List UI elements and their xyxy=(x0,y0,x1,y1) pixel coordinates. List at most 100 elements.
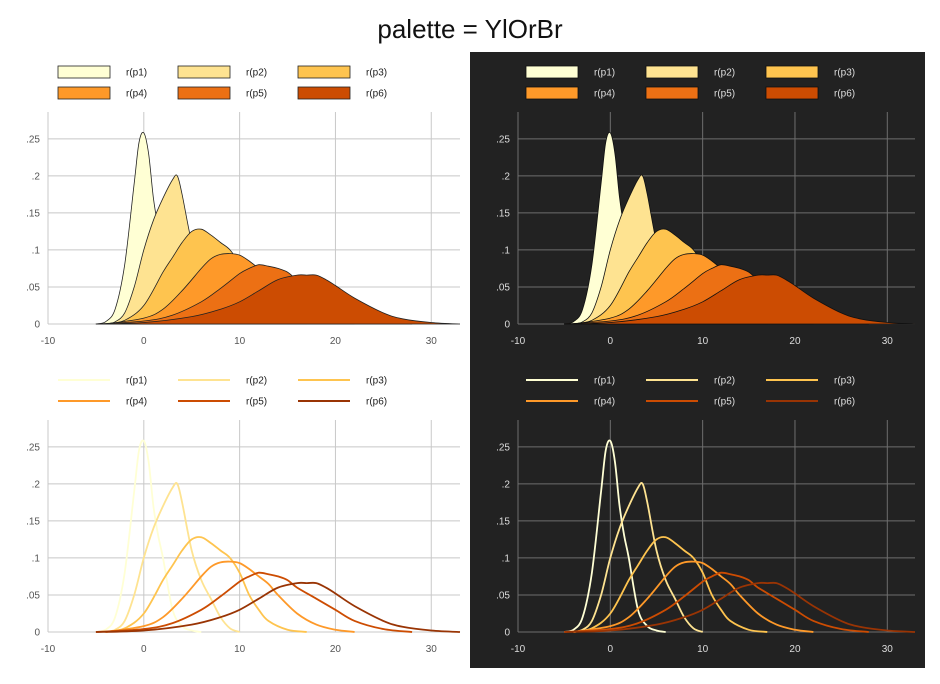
density-line xyxy=(95,439,202,633)
legend-label: r(p5) xyxy=(714,397,735,408)
y-tick-label: 0 xyxy=(504,628,510,639)
y-tick-label: .1 xyxy=(502,553,511,564)
density-line xyxy=(573,482,704,633)
legend-item: r(p5) xyxy=(178,397,267,408)
density-line xyxy=(564,581,916,633)
x-tick-label: -10 xyxy=(41,336,56,347)
y-tick-label: .2 xyxy=(502,479,511,490)
x-tick-label: 10 xyxy=(697,336,709,347)
legend-label: r(p2) xyxy=(714,68,735,79)
legend-label: r(p5) xyxy=(246,89,267,100)
legend-label: r(p3) xyxy=(366,68,387,79)
y-tick-label: .2 xyxy=(502,171,511,182)
x-tick-label: 30 xyxy=(882,644,894,655)
legend-swatch xyxy=(177,86,231,100)
density-line xyxy=(573,560,814,633)
density-line xyxy=(105,560,355,633)
figure-title: palette = YlOrBr xyxy=(377,14,563,44)
density-line xyxy=(564,571,869,633)
x-tick-label: 0 xyxy=(608,644,614,655)
legend-item: r(p2) xyxy=(646,376,735,387)
legend-swatch xyxy=(57,65,111,79)
legend-label: r(p4) xyxy=(594,397,615,408)
x-tick-label: 10 xyxy=(234,644,246,655)
legend-label: r(p3) xyxy=(834,68,855,79)
y-tick-label: .05 xyxy=(496,590,510,601)
legend-item: r(p4) xyxy=(526,397,615,408)
x-tick-label: 30 xyxy=(426,644,438,655)
legend-item: r(p4) xyxy=(525,86,615,100)
y-tick-label: .25 xyxy=(496,442,510,453)
y-tick-label: .05 xyxy=(496,282,510,293)
legend-item: r(p5) xyxy=(645,86,735,100)
y-tick-label: .1 xyxy=(32,245,41,256)
legend-item: r(p6) xyxy=(297,86,387,100)
x-tick-label: 20 xyxy=(330,644,342,655)
x-tick-label: 0 xyxy=(608,336,614,347)
legend-item: r(p1) xyxy=(525,65,615,79)
legend-label: r(p5) xyxy=(714,89,735,100)
y-tick-label: .2 xyxy=(32,171,41,182)
legend-item: r(p5) xyxy=(646,397,735,408)
legend-label: r(p6) xyxy=(366,89,387,100)
legend-label: r(p3) xyxy=(366,376,387,387)
legend-swatch xyxy=(645,86,699,100)
legend-label: r(p6) xyxy=(834,89,855,100)
legend-label: r(p1) xyxy=(594,376,615,387)
legend-label: r(p1) xyxy=(594,68,615,79)
panel-background xyxy=(470,360,925,668)
legend-item: r(p1) xyxy=(58,376,147,387)
x-tick-label: 0 xyxy=(141,644,147,655)
y-tick-label: .2 xyxy=(32,479,41,490)
chart-svg: r(p1) r(p2) r(p3) r(p4) r(p5) r(p6) 0 .05 .1 .15.… xyxy=(470,360,925,668)
x-tick-label: 30 xyxy=(882,336,894,347)
density-line xyxy=(95,571,413,633)
density-line xyxy=(563,439,666,633)
legend-item: r(p1) xyxy=(526,376,615,387)
legend-item: r(p4) xyxy=(57,86,147,100)
legend-label: r(p2) xyxy=(714,376,735,387)
legend-swatch xyxy=(765,65,819,79)
chart-svg: r(p1) r(p2) r(p3) r(p4) r(p5) r(p6) 0 .05 .1 .15.… xyxy=(0,360,470,668)
x-tick-label: 20 xyxy=(789,644,801,655)
legend-label: r(p1) xyxy=(126,68,147,79)
x-tick-label: 0 xyxy=(141,336,147,347)
legend-label: r(p4) xyxy=(126,397,147,408)
legend-item: r(p2) xyxy=(177,65,267,79)
density-area xyxy=(95,274,461,325)
chart-svg: r(p1) r(p2) r(p3) r(p4) r(p5) r(p6) 0 .05 .1 .15.… xyxy=(0,52,470,360)
x-tick-label: -10 xyxy=(511,336,526,347)
density-line xyxy=(573,536,768,633)
legend-item: r(p2) xyxy=(178,376,267,387)
legend-swatch xyxy=(525,65,579,79)
x-tick-label: 10 xyxy=(234,336,246,347)
y-tick-label: 0 xyxy=(504,320,510,331)
density-line xyxy=(105,482,240,633)
y-tick-label: .15 xyxy=(26,208,40,219)
legend-label: r(p6) xyxy=(834,397,855,408)
legend-item: r(p6) xyxy=(765,86,855,100)
x-tick-label: 30 xyxy=(426,336,438,347)
legend-item: r(p6) xyxy=(298,397,387,408)
legend-label: r(p4) xyxy=(594,89,615,100)
y-tick-label: .15 xyxy=(496,516,510,527)
legend-swatch xyxy=(765,86,819,100)
y-tick-label: .15 xyxy=(496,208,510,219)
legend-label: r(p1) xyxy=(126,376,147,387)
legend-item: r(p2) xyxy=(645,65,735,79)
legend-label: r(p6) xyxy=(366,397,387,408)
legend-swatch xyxy=(297,86,351,100)
x-tick-label: 20 xyxy=(330,336,342,347)
x-tick-label: -10 xyxy=(41,644,56,655)
y-tick-label: .1 xyxy=(32,553,41,564)
x-tick-label: -10 xyxy=(511,644,526,655)
y-tick-label: .15 xyxy=(26,516,40,527)
legend-item: r(p3) xyxy=(765,65,855,79)
y-tick-label: 0 xyxy=(34,320,40,331)
density-filled-dark-panel: r(p1) r(p2) r(p3) r(p4) r(p5) r(p6) 0 .05 .1 .15.… xyxy=(470,52,925,360)
y-tick-label: 0 xyxy=(34,628,40,639)
legend-item: r(p3) xyxy=(297,65,387,79)
density-filled-light-panel: r(p1) r(p2) r(p3) r(p4) r(p5) r(p6) 0 .05 .1 .15.… xyxy=(0,52,470,360)
y-tick-label: .1 xyxy=(502,245,511,256)
legend-item: r(p5) xyxy=(177,86,267,100)
